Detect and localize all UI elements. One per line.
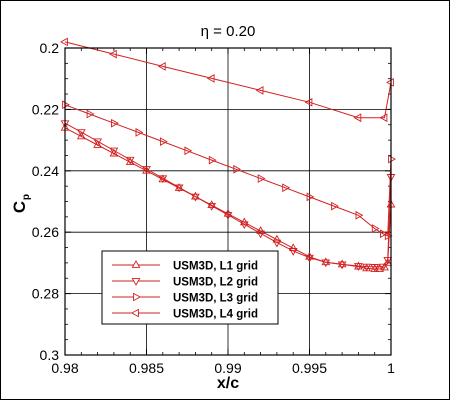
plot-border — [64, 47, 392, 356]
data-point-marker — [331, 201, 339, 211]
legend-box — [101, 250, 279, 325]
data-point-marker — [191, 193, 200, 202]
y-tick-label: 0.2 — [40, 40, 60, 56]
data-point-marker — [60, 37, 68, 47]
data-point-marker — [386, 78, 394, 87]
data-point-marker — [93, 138, 102, 147]
series-2 — [60, 120, 396, 272]
data-point-marker — [272, 234, 282, 243]
data-point-marker — [184, 146, 193, 156]
data-point-marker — [380, 229, 388, 239]
data-point-marker — [305, 254, 314, 263]
data-point-marker — [86, 109, 95, 119]
data-point-marker — [355, 210, 364, 220]
chart-title: η = 0.20 — [201, 23, 256, 40]
y-tick-label: 0.24 — [32, 163, 59, 179]
series-group — [60, 37, 396, 272]
data-point-marker — [257, 174, 266, 183]
data-point-marker — [337, 259, 347, 268]
data-point-marker — [272, 239, 282, 248]
legend-item: USM3D, L1 grid — [112, 260, 258, 273]
legend-marker — [131, 308, 139, 318]
data-point-marker — [288, 248, 298, 256]
legend-item: USM3D, L2 grid — [112, 277, 258, 289]
data-point-marker — [305, 251, 314, 260]
y-tick-label: 0.28 — [32, 286, 59, 302]
x-axis-label: x/c — [217, 375, 239, 392]
data-point-marker — [239, 221, 249, 230]
data-point-marker — [255, 86, 264, 95]
data-point-marker — [371, 224, 380, 233]
legend-label: USM3D, L1 grid — [173, 261, 258, 273]
data-point-marker — [208, 155, 217, 165]
x-axis-ticks: 0.98 0.985 0.99 0.995 1 — [51, 48, 395, 376]
data-point-marker — [256, 230, 265, 239]
legend-marker — [131, 278, 141, 286]
data-point-marker — [174, 184, 184, 193]
data-point-marker — [109, 147, 119, 156]
data-point-marker — [174, 183, 184, 191]
data-point-marker — [362, 263, 371, 272]
data-point-marker — [109, 148, 119, 157]
data-point-marker — [111, 118, 119, 128]
legend-label: USM3D, L3 grid — [173, 293, 258, 305]
data-point-marker — [282, 183, 291, 193]
y-axis-label: C p — [10, 194, 32, 213]
series-line — [64, 104, 392, 237]
y-axis-label-subscript: p — [21, 194, 32, 200]
x-tick-label: 1 — [387, 360, 395, 376]
y-tick-label: 0.22 — [32, 101, 59, 117]
series-3 — [62, 100, 396, 241]
data-point-marker — [223, 212, 233, 220]
legend: USM3D, L1 grid USM3D, L2 grid USM3D, L3 gr… — [101, 250, 279, 325]
data-point-marker — [379, 113, 388, 123]
data-point-marker — [125, 156, 135, 165]
data-point-marker — [354, 263, 363, 271]
data-point-marker — [159, 137, 168, 146]
x-tick-label: 0.98 — [51, 360, 78, 376]
series-line — [64, 41, 392, 119]
data-point-marker — [353, 113, 362, 123]
x-tick-label: 0.985 — [129, 360, 164, 376]
y-axis-label-main: C — [10, 201, 29, 213]
data-point-marker — [378, 263, 388, 272]
legend-item: USM3D, L3 grid — [112, 293, 258, 305]
data-point-marker — [383, 256, 393, 265]
y-axis-ticks: 0.2 0.22 0.24 0.26 0.28 0.3 — [32, 40, 391, 363]
data-point-marker — [76, 129, 86, 138]
data-point-marker — [93, 140, 102, 148]
legend-label: USM3D, L4 grid — [173, 309, 258, 321]
data-point-marker — [304, 97, 313, 107]
data-point-marker — [384, 231, 393, 241]
data-point-marker — [108, 49, 117, 59]
data-point-marker — [207, 202, 217, 211]
data-point-marker — [337, 261, 347, 270]
legend-label: USM3D, L2 grid — [173, 277, 258, 289]
data-point-marker — [62, 100, 70, 110]
data-point-marker — [321, 259, 331, 268]
data-point-marker — [142, 166, 151, 174]
data-point-marker — [370, 264, 380, 272]
data-point-marker — [158, 175, 168, 184]
data-point-marker — [233, 164, 242, 174]
series-4 — [60, 37, 394, 123]
y-tick-label: 0.26 — [32, 224, 59, 240]
legend-marker — [131, 260, 141, 268]
data-point-marker — [388, 154, 396, 164]
x-tick-label: 0.995 — [292, 360, 327, 376]
data-point-marker — [306, 192, 315, 202]
data-point-marker — [76, 131, 86, 140]
legend-marker — [133, 292, 141, 302]
x-tick-label: 0.99 — [214, 360, 241, 376]
data-point-marker — [157, 62, 166, 71]
data-point-marker — [206, 74, 215, 83]
y-tick-label: 0.3 — [40, 347, 60, 363]
data-point-marker — [135, 128, 144, 137]
legend-item: USM3D, L4 grid — [112, 309, 258, 321]
